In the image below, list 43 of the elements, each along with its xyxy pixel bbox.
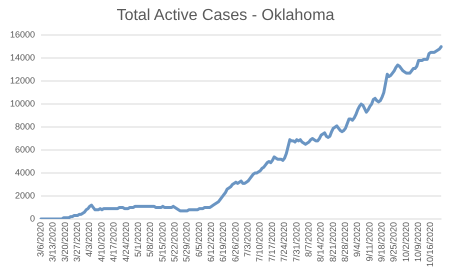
x-tick-label: 10/9/2020 <box>413 222 424 262</box>
x-tick-label: 4/3/2020 <box>84 222 94 258</box>
y-tick-label: 0 <box>30 213 36 224</box>
x-tick-label: 3/27/2020 <box>72 222 82 262</box>
x-tick-label: 4/10/2020 <box>96 222 106 262</box>
x-tick-label: 5/22/2020 <box>169 222 180 262</box>
x-tick-label: 8/7/2020 <box>303 222 314 258</box>
x-tick-label: 6/26/2020 <box>230 222 240 262</box>
y-tick-label: 4000 <box>14 168 36 178</box>
x-tick-label: 3/6/2020 <box>36 222 46 258</box>
x-tick-label: 7/24/2020 <box>279 222 290 262</box>
x-tick-label: 4/17/2020 <box>108 222 119 262</box>
y-tick-label: 16000 <box>10 30 36 40</box>
y-tick-label: 14000 <box>10 52 36 63</box>
y-tick-label: 8000 <box>14 122 36 132</box>
x-tick-label: 4/24/2020 <box>120 222 131 262</box>
x-tick-label: 8/28/2020 <box>340 222 350 262</box>
x-tick-label: 5/15/2020 <box>157 222 168 262</box>
x-tick-label: 8/21/2020 <box>328 222 338 262</box>
y-tick-label: 6000 <box>14 144 36 155</box>
x-tick-label: 3/20/2020 <box>60 222 70 262</box>
x-tick-label: 9/25/2020 <box>388 222 399 262</box>
x-tick-label: 7/3/2020 <box>242 222 253 258</box>
x-tick-label: 7/31/2020 <box>291 222 302 262</box>
x-tick-label: 5/1/2020 <box>132 222 143 258</box>
y-tick-label: 10000 <box>10 98 36 109</box>
x-tick-label: 7/17/2020 <box>266 222 277 262</box>
x-tick-label: 5/8/2020 <box>145 222 156 258</box>
x-tick-label: 9/11/2020 <box>364 222 374 262</box>
x-tick-label: 5/29/2020 <box>182 222 192 262</box>
x-tick-label: 6/12/2020 <box>206 222 216 262</box>
x-tick-label: 7/10/2020 <box>254 222 265 262</box>
x-tick-label: 9/4/2020 <box>352 222 362 258</box>
y-tick-label: 12000 <box>10 76 36 86</box>
chart-title: Total Active Cases - Oklahoma <box>116 7 335 24</box>
x-tick-label: 6/5/2020 <box>194 222 204 258</box>
x-tick-label: 8/14/2020 <box>316 222 326 262</box>
x-tick-label: 9/18/2020 <box>376 222 387 262</box>
x-tick-label: 10/2/2020 <box>400 222 411 262</box>
x-tick-label: 10/16/2020 <box>425 222 436 268</box>
x-tick-label: 6/19/2020 <box>218 222 228 262</box>
y-tick-label: 2000 <box>14 190 36 200</box>
x-tick-label: 3/13/2020 <box>48 222 58 262</box>
